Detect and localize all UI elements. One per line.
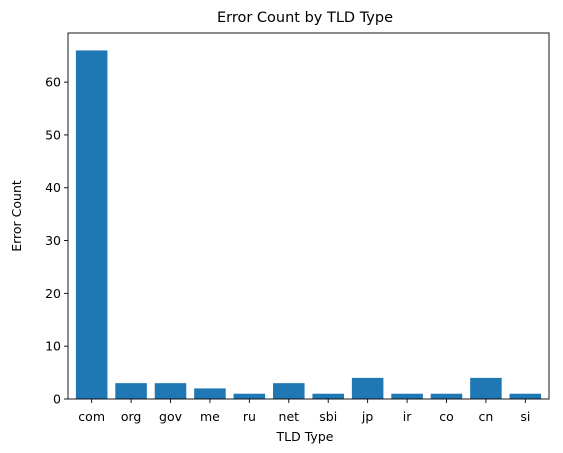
bar-si [509, 393, 542, 399]
bar-me [194, 388, 226, 399]
bar-ru [233, 393, 266, 399]
x-tick-label-org: org [121, 409, 142, 424]
y-tick-label: 0 [53, 392, 61, 407]
bar-ir [391, 393, 423, 399]
x-tick-label-co: co [439, 409, 454, 424]
bar-jp [351, 377, 384, 399]
x-tick-label-sbi: sbi [319, 409, 337, 424]
x-axis: com org gov me ru net sbi jp ir co cn si [78, 399, 530, 424]
bars-layer [75, 50, 542, 400]
y-axis: 0 10 20 30 40 50 60 [45, 75, 68, 407]
bar-sbi [312, 393, 344, 399]
bar-cn [470, 377, 502, 399]
chart-title: Error Count by TLD Type [217, 10, 393, 26]
bar-org [115, 383, 147, 399]
y-tick-label: 40 [45, 180, 61, 195]
x-tick-label-jp: jp [361, 409, 373, 424]
x-axis-label: TLD Type [276, 429, 334, 444]
x-tick-label-ru: ru [243, 409, 256, 424]
x-tick-label-gov: gov [159, 409, 183, 424]
bar-net [273, 383, 305, 399]
x-tick-label-me: me [200, 409, 220, 424]
x-tick-label-ir: ir [403, 409, 412, 424]
y-tick-label: 10 [45, 339, 61, 354]
y-tick-label: 20 [45, 286, 61, 301]
bar-co [430, 393, 463, 399]
y-axis-label: Error Count [9, 180, 24, 252]
y-tick-label: 60 [45, 75, 61, 90]
plot-frame [67, 32, 550, 400]
x-tick-label-cn: cn [479, 409, 494, 424]
x-tick-label-si: si [520, 409, 530, 424]
x-tick-label-com: com [78, 409, 105, 424]
y-tick-label: 50 [45, 127, 61, 142]
x-tick-label-net: net [279, 409, 300, 424]
y-tick-label: 30 [45, 233, 61, 248]
bar-gov [154, 383, 187, 399]
bar-com [75, 50, 108, 400]
